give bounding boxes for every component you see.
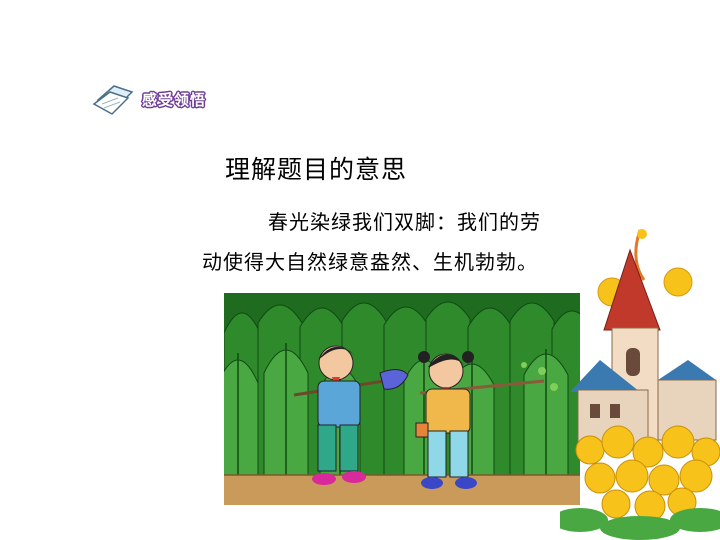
section-label: 感受领悟 bbox=[142, 91, 207, 109]
paper-notes-icon bbox=[92, 85, 134, 115]
page-title: 理解题目的意思 bbox=[225, 155, 408, 184]
paragraph-line-1: 春光染绿我们双脚：我们的劳 bbox=[268, 210, 541, 234]
section-tag: 感受领悟 bbox=[92, 80, 242, 118]
paragraph-line-2: 动使得大自然绿意盎然、生机勃勃。 bbox=[202, 250, 538, 274]
children-forest-illustration bbox=[224, 293, 580, 505]
tower-flowers-decoration bbox=[560, 229, 720, 540]
